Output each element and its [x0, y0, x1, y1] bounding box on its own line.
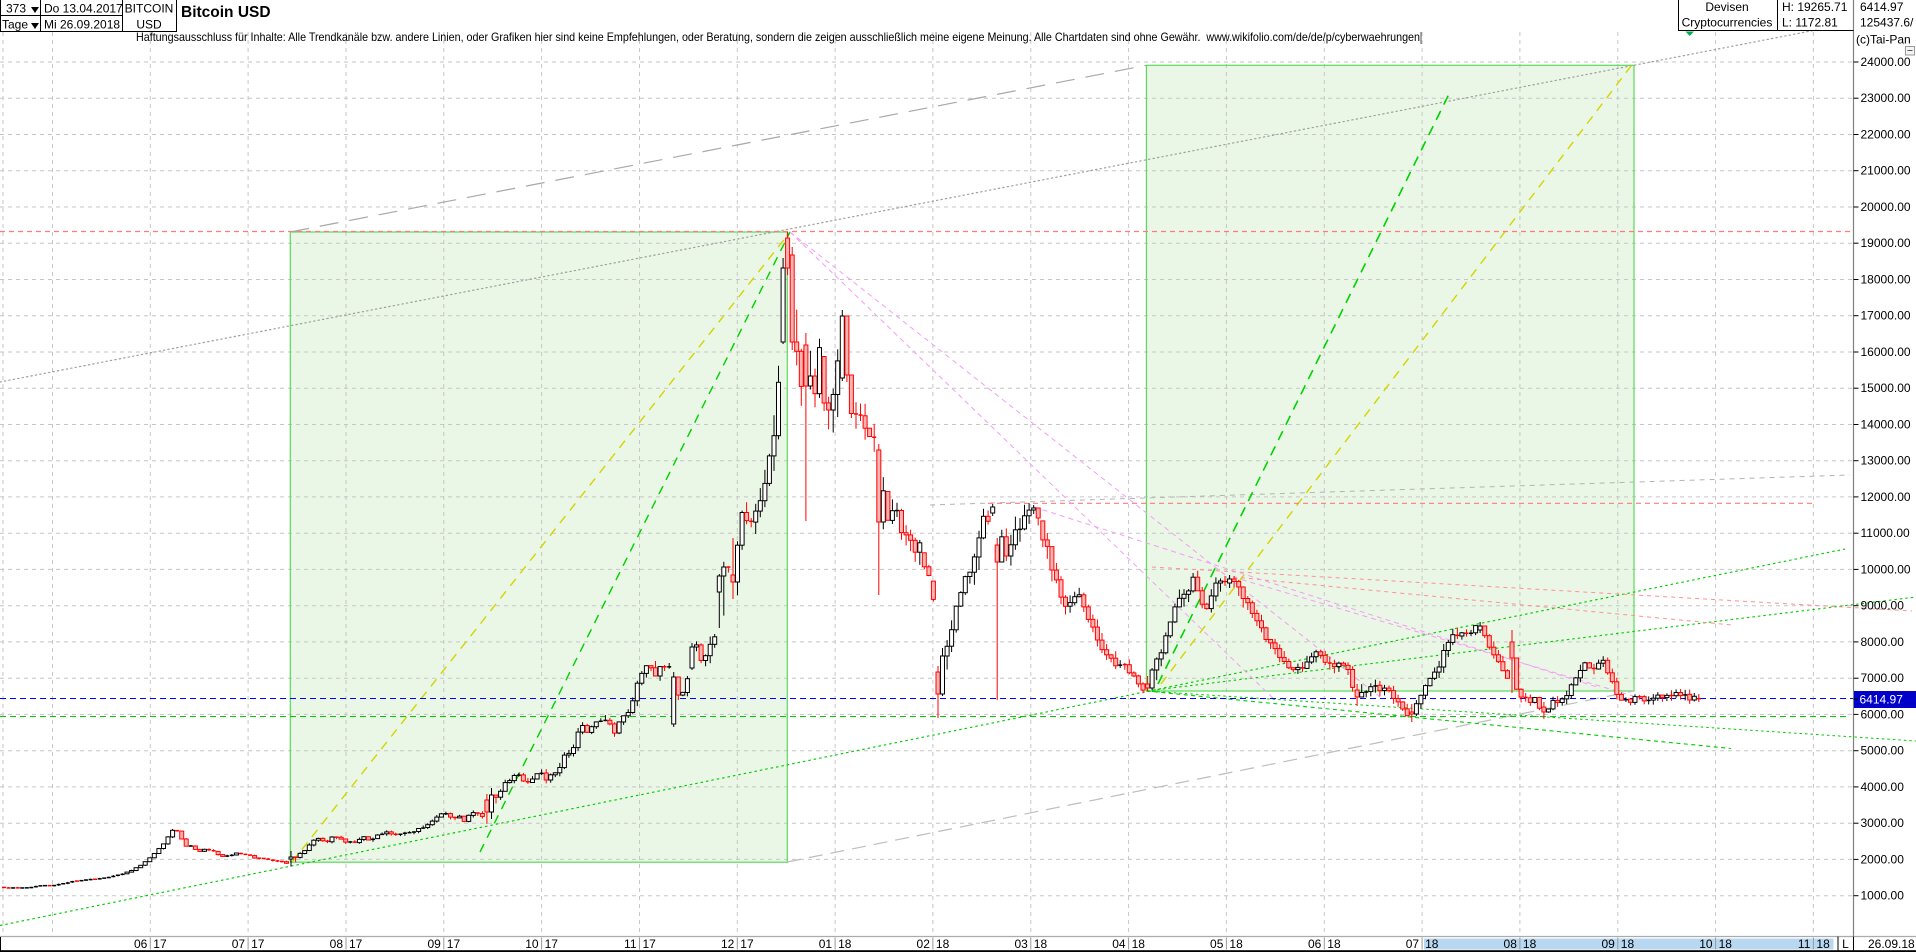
svg-text:08: 08 — [330, 937, 344, 951]
svg-text:3000.00: 3000.00 — [1861, 816, 1905, 830]
svg-text:17: 17 — [349, 937, 363, 951]
svg-text:9000.00: 9000.00 — [1861, 599, 1905, 613]
svg-text:11: 11 — [624, 937, 637, 951]
svg-text:01: 01 — [819, 937, 833, 951]
svg-text:09: 09 — [427, 937, 441, 951]
svg-text:12000.00: 12000.00 — [1861, 490, 1911, 504]
svg-text:18: 18 — [1229, 937, 1243, 951]
svg-text:06: 06 — [134, 937, 148, 951]
svg-text:7000.00: 7000.00 — [1861, 671, 1905, 685]
svg-text:5000.00: 5000.00 — [1861, 744, 1905, 758]
svg-text:18: 18 — [1034, 937, 1048, 951]
svg-text:6414.97: 6414.97 — [1860, 693, 1904, 707]
svg-text:Tage: Tage — [2, 18, 28, 32]
svg-text:21000.00: 21000.00 — [1861, 164, 1911, 178]
svg-text:18: 18 — [1719, 937, 1733, 951]
svg-text:06: 06 — [1308, 937, 1322, 951]
svg-text:17: 17 — [153, 937, 167, 951]
svg-text:17: 17 — [643, 937, 657, 951]
svg-text:17: 17 — [447, 937, 461, 951]
svg-text:16000.00: 16000.00 — [1861, 345, 1911, 359]
svg-text:22000.00: 22000.00 — [1861, 128, 1911, 142]
svg-text:10: 10 — [525, 937, 539, 951]
svg-text:L: 1172.81: L: 1172.81 — [1782, 16, 1838, 30]
svg-text:2000.00: 2000.00 — [1861, 852, 1905, 866]
svg-text:26.09.18: 26.09.18 — [1868, 937, 1915, 951]
svg-text:20000.00: 20000.00 — [1861, 200, 1911, 214]
svg-text:H: 19265.71: H: 19265.71 — [1782, 0, 1848, 14]
svg-text:24000.00: 24000.00 — [1861, 55, 1911, 69]
svg-text:373: 373 — [6, 2, 26, 16]
svg-text:6414.97: 6414.97 — [1860, 0, 1904, 14]
svg-text:15000.00: 15000.00 — [1861, 381, 1911, 395]
svg-text:04: 04 — [1112, 937, 1126, 951]
svg-text:Do 13.04.2017: Do 13.04.2017 — [44, 2, 123, 16]
svg-text:1000.00: 1000.00 — [1861, 889, 1905, 903]
svg-text:125437.6/: 125437.6/ — [1860, 16, 1914, 30]
svg-text:Mi 26.09.2018: Mi 26.09.2018 — [44, 18, 120, 32]
svg-text:18000.00: 18000.00 — [1861, 273, 1911, 287]
svg-text:11: 11 — [1798, 937, 1811, 951]
svg-text:02: 02 — [917, 937, 931, 951]
svg-text:8000.00: 8000.00 — [1861, 635, 1905, 649]
svg-text:18: 18 — [1621, 937, 1635, 951]
svg-text:Devisen: Devisen — [1705, 0, 1748, 14]
svg-text:4000.00: 4000.00 — [1861, 780, 1905, 794]
svg-text:17: 17 — [545, 937, 559, 951]
svg-text:18: 18 — [1327, 937, 1341, 951]
svg-text:6000.00: 6000.00 — [1861, 707, 1905, 721]
svg-text:03: 03 — [1014, 937, 1028, 951]
svg-text:L: L — [1842, 937, 1849, 951]
svg-text:(c)Tai-Pan: (c)Tai-Pan — [1856, 33, 1911, 47]
svg-text:Haftungsausschluss für Inhalte: Haftungsausschluss für Inhalte: Alle Tre… — [136, 30, 1420, 44]
svg-text:17: 17 — [740, 937, 754, 951]
svg-text:18: 18 — [1425, 937, 1439, 951]
svg-text:11000.00: 11000.00 — [1861, 526, 1910, 540]
svg-text:18: 18 — [936, 937, 950, 951]
svg-text:09: 09 — [1601, 937, 1615, 951]
svg-text:17: 17 — [251, 937, 265, 951]
svg-text:13000.00: 13000.00 — [1861, 454, 1911, 468]
svg-text:23000.00: 23000.00 — [1861, 91, 1911, 105]
svg-text:07: 07 — [232, 937, 246, 951]
svg-text:07: 07 — [1406, 937, 1420, 951]
svg-text:10: 10 — [1699, 937, 1713, 951]
svg-text:10000.00: 10000.00 — [1861, 562, 1911, 576]
svg-text:USD: USD — [136, 18, 162, 32]
svg-text:Cryptocurrencies: Cryptocurrencies — [1682, 16, 1773, 30]
svg-text:Bitcoin USD: Bitcoin USD — [181, 4, 271, 21]
svg-text:18: 18 — [838, 937, 852, 951]
svg-text:05: 05 — [1210, 937, 1224, 951]
svg-text:14000.00: 14000.00 — [1861, 418, 1911, 432]
svg-text:BITCOIN: BITCOIN — [125, 2, 174, 16]
svg-text:17000.00: 17000.00 — [1861, 309, 1911, 323]
svg-text:19000.00: 19000.00 — [1861, 236, 1911, 250]
svg-text:18: 18 — [1132, 937, 1146, 951]
svg-text:12: 12 — [721, 937, 735, 951]
svg-text:18: 18 — [1523, 937, 1537, 951]
svg-text:18: 18 — [1816, 937, 1830, 951]
svg-text:08: 08 — [1504, 937, 1518, 951]
